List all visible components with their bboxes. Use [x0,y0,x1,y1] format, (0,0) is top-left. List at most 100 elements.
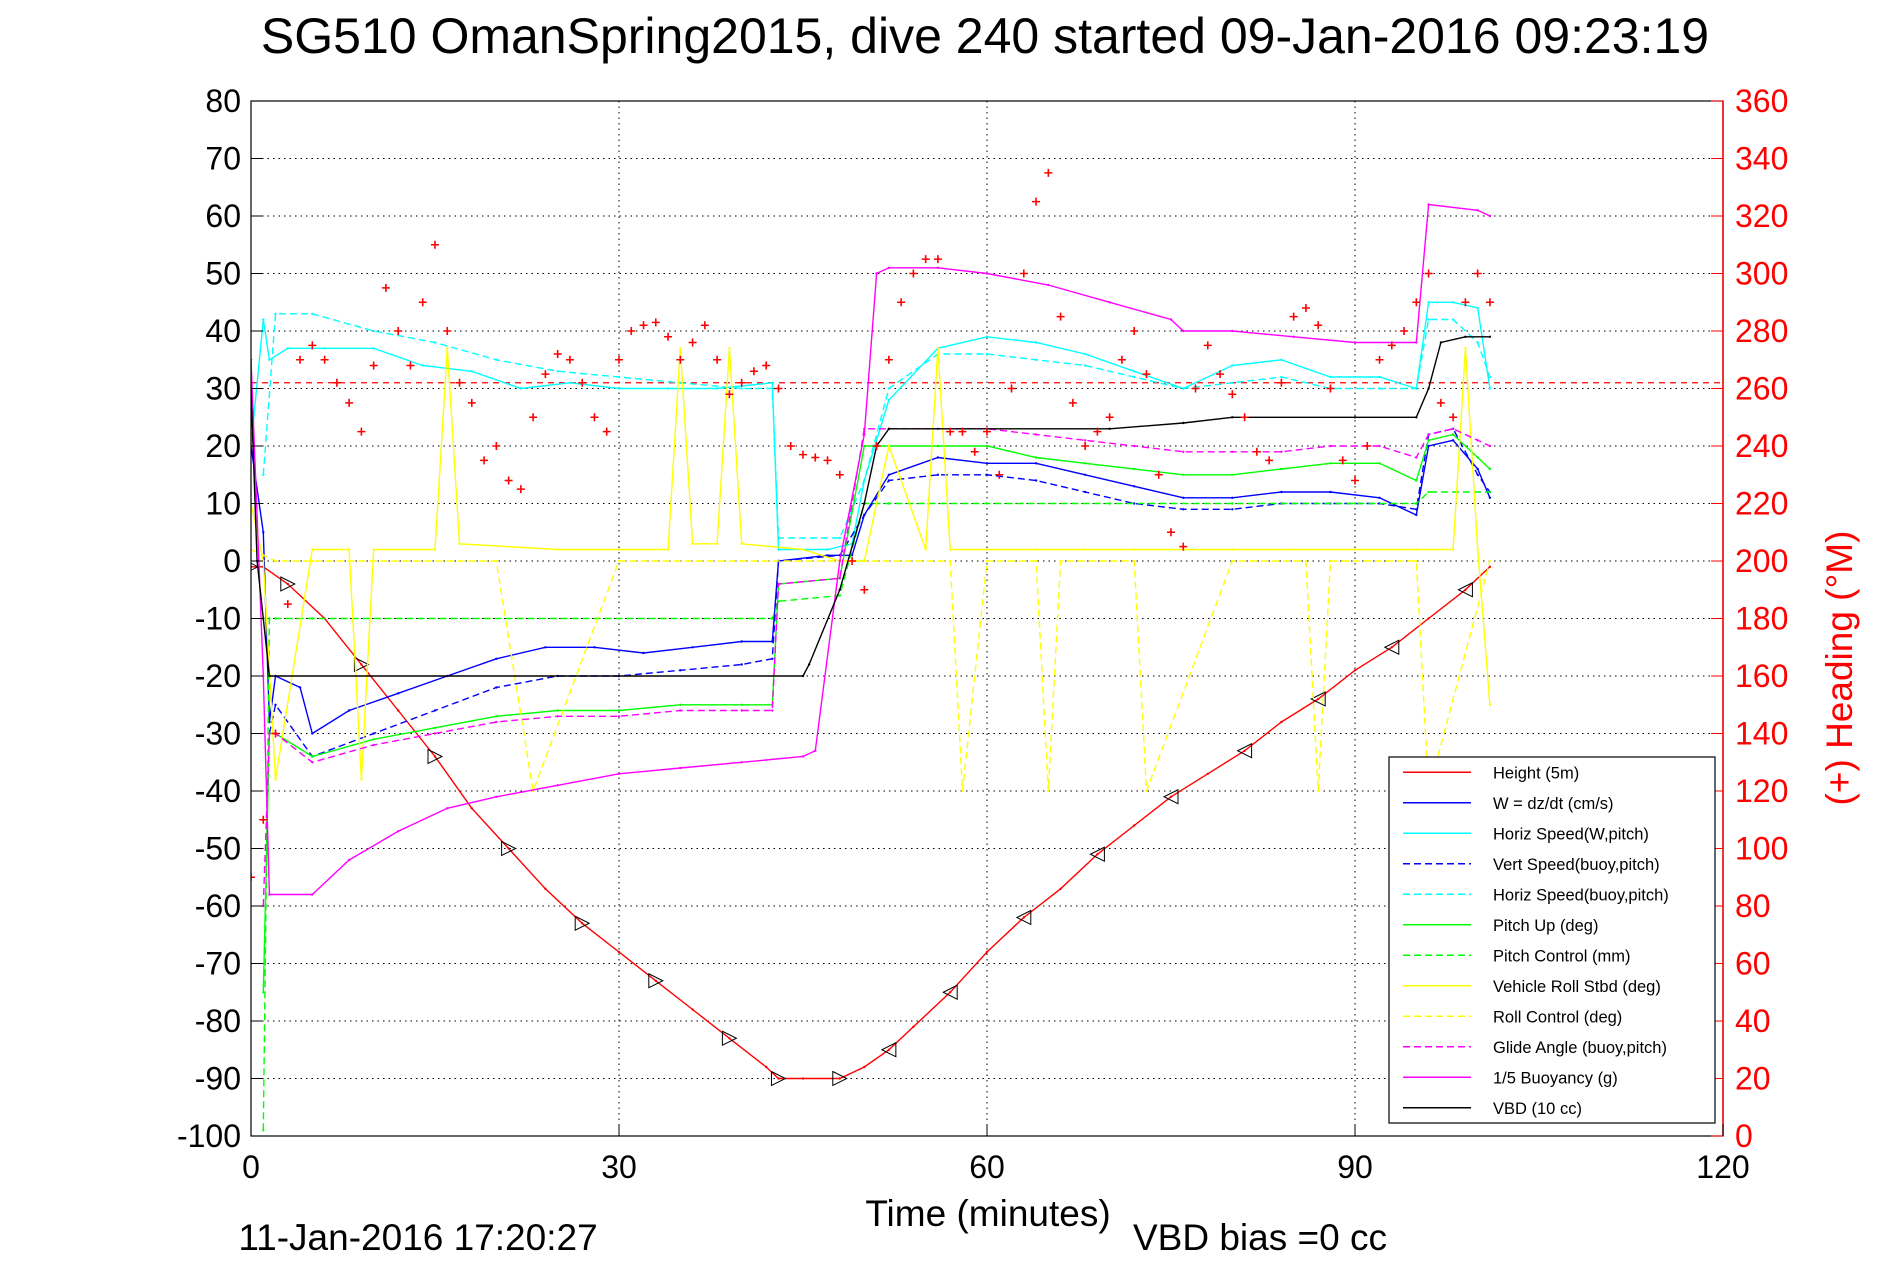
data-point [838,536,841,540]
data-point [1476,341,1479,344]
data-point [801,755,805,758]
heading-marker [1093,427,1102,436]
data-point [274,312,277,315]
heading-marker [1130,327,1139,335]
data-point [617,950,621,954]
data-point [1488,490,1492,494]
y2-tick-label: 160 [1735,658,1788,694]
data-point [1415,416,1418,419]
height-triangle-marker [353,656,370,673]
heading-marker [664,332,673,341]
data-point [1353,416,1357,419]
y-tick-label: -100 [177,1118,241,1154]
heading-marker [345,398,354,407]
data-point [1488,335,1492,338]
heading-marker [578,378,587,387]
heading-marker [357,427,366,436]
data-point [1083,352,1087,356]
data-point [740,640,743,643]
data-point [666,387,670,390]
data-point [1133,502,1136,505]
data-point [777,548,780,551]
data-point [1451,548,1455,551]
data-point [1133,824,1136,827]
data-point [268,674,271,678]
heading-marker [332,378,341,387]
y-tick-label: -80 [195,1003,241,1039]
legend-label: Roll Control (deg) [1493,1008,1622,1026]
x-tick-label: 60 [969,1149,1005,1185]
data-point [372,347,375,350]
heading-marker [1375,355,1384,364]
heading-marker [627,327,636,335]
data-point [691,542,694,545]
data-point [1427,439,1430,442]
heading-marker [749,367,758,376]
data-point [863,479,866,482]
heading-marker [1461,298,1470,307]
data-point [507,847,510,850]
data-point [1329,490,1332,494]
data-point [268,358,271,361]
data-point [274,703,277,706]
data-point [1476,209,1479,212]
data-point [268,732,271,735]
series-line [251,336,1490,677]
data-point [433,548,437,551]
y2-tick-label: 340 [1735,141,1788,177]
data-point [740,387,743,390]
heading-marker [688,338,697,347]
data-point [1182,421,1185,425]
data-point [740,559,743,563]
data-point [372,738,375,741]
data-point [617,548,621,551]
data-point [1378,496,1381,499]
y2-tick-label: 220 [1735,486,1788,522]
legend: Height (5m) W = dz/dt (cm/s) Horiz Speed(W… [1388,756,1716,1124]
legend-box [1388,756,1716,1124]
data-point [617,715,621,718]
data-point [397,830,400,833]
heading-marker [394,327,403,335]
data-point [1464,588,1467,591]
heading-marker [1400,327,1409,335]
series-10 [251,203,1492,896]
data-point [1133,375,1136,379]
chart-title: SG510 OmanSpring2015, dive 240 started 0… [261,8,1709,64]
data-point [1378,462,1381,465]
height-triangle-marker [574,915,591,932]
data-point [679,381,682,384]
data-point [311,617,314,620]
heading-marker [1485,298,1494,307]
data-point [1427,433,1430,436]
data-point [311,761,314,764]
series-line [251,348,1491,780]
data-point [1133,370,1136,373]
heading-marker [1387,341,1396,350]
data-point [1329,559,1332,563]
data-point [1317,697,1320,701]
data-point [495,715,498,718]
x-axis-label: Time (minutes) [865,1193,1110,1234]
data-point [1451,318,1455,321]
data-point [887,398,891,402]
data-point [728,347,731,350]
height-triangle-marker [721,1030,738,1047]
data-point [495,358,498,361]
height-triangle-marker [1236,742,1253,759]
data-point [1488,559,1492,563]
data-point [433,726,437,729]
data-point [519,387,523,390]
heading-marker [615,355,623,364]
data-point [740,703,743,706]
data-point [1231,496,1234,499]
data-point [985,444,989,448]
data-point [1231,416,1234,419]
heading-marker [283,600,292,609]
data-point [1476,306,1479,310]
series-line [251,439,1491,735]
heading-marker [1167,528,1175,537]
data-point [691,646,694,649]
legend-label: Pitch Up (deg) [1493,917,1598,935]
data-point [1231,364,1234,367]
